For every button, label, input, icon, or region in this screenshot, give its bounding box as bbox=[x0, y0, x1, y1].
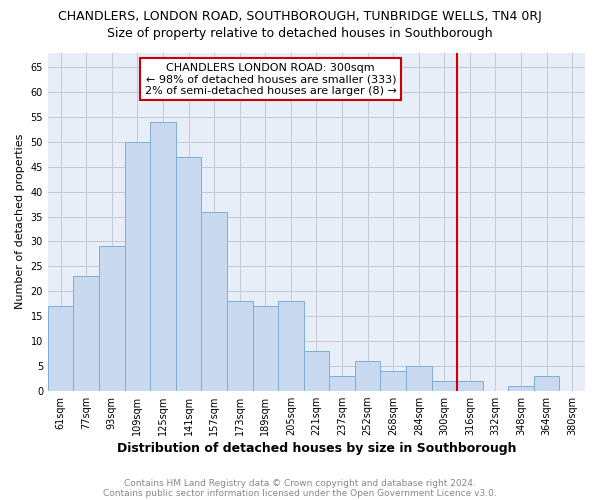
Bar bbox=[355, 361, 380, 390]
Bar bbox=[176, 157, 202, 390]
Text: Size of property relative to detached houses in Southborough: Size of property relative to detached ho… bbox=[107, 28, 493, 40]
Bar bbox=[253, 306, 278, 390]
Y-axis label: Number of detached properties: Number of detached properties bbox=[15, 134, 25, 310]
Text: Contains HM Land Registry data © Crown copyright and database right 2024.: Contains HM Land Registry data © Crown c… bbox=[124, 478, 476, 488]
Text: Contains public sector information licensed under the Open Government Licence v3: Contains public sector information licen… bbox=[103, 488, 497, 498]
Bar bbox=[304, 351, 329, 391]
Bar bbox=[48, 306, 73, 390]
Bar bbox=[329, 376, 355, 390]
Bar bbox=[125, 142, 150, 390]
Bar bbox=[508, 386, 534, 390]
Bar bbox=[431, 380, 457, 390]
Bar bbox=[202, 212, 227, 390]
Bar bbox=[227, 301, 253, 390]
Bar bbox=[73, 276, 99, 390]
Bar bbox=[150, 122, 176, 390]
Text: CHANDLERS LONDON ROAD: 300sqm
← 98% of detached houses are smaller (333)
2% of s: CHANDLERS LONDON ROAD: 300sqm ← 98% of d… bbox=[145, 62, 397, 96]
Bar bbox=[406, 366, 431, 390]
Bar bbox=[278, 301, 304, 390]
Text: CHANDLERS, LONDON ROAD, SOUTHBOROUGH, TUNBRIDGE WELLS, TN4 0RJ: CHANDLERS, LONDON ROAD, SOUTHBOROUGH, TU… bbox=[58, 10, 542, 23]
Bar bbox=[534, 376, 559, 390]
Bar bbox=[457, 380, 482, 390]
Bar bbox=[99, 246, 125, 390]
X-axis label: Distribution of detached houses by size in Southborough: Distribution of detached houses by size … bbox=[117, 442, 516, 455]
Bar bbox=[380, 371, 406, 390]
